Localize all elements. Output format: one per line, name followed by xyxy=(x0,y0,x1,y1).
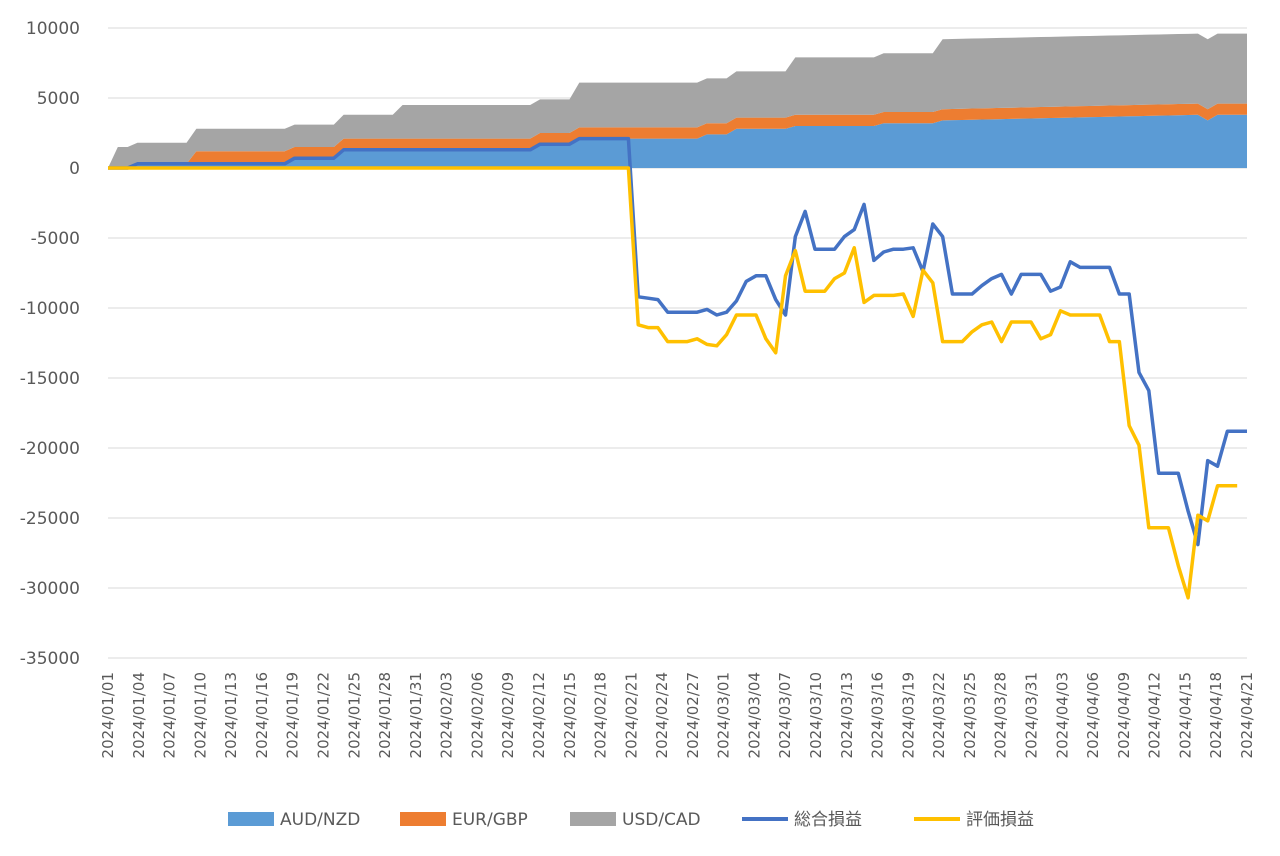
x-tick-label: 2024/01/13 xyxy=(222,672,240,758)
y-tick-label: -20000 xyxy=(20,439,80,459)
area-usd-cad xyxy=(108,33,1247,168)
x-tick-label: 2024/02/24 xyxy=(653,672,671,758)
x-tick-label: 2024/03/28 xyxy=(992,672,1010,758)
x-tick-label: 2024/01/07 xyxy=(161,672,179,758)
legend-swatch xyxy=(228,812,274,826)
legend-label: AUD/NZD xyxy=(280,810,360,830)
x-tick-label: 2024/03/04 xyxy=(745,672,763,758)
x-tick-label: 2024/03/19 xyxy=(899,672,917,758)
line-series-1 xyxy=(108,136,1247,547)
area-aud-nzd xyxy=(108,114,1247,168)
x-tick-label: 2024/03/22 xyxy=(930,672,948,758)
x-tick-label: 2024/02/09 xyxy=(499,672,517,758)
x-tick-label: 2024/03/10 xyxy=(807,672,825,758)
x-tick-label: 2024/02/12 xyxy=(530,672,548,758)
legend-swatch xyxy=(400,812,446,826)
x-tick-label: 2024/01/04 xyxy=(130,672,148,758)
x-tick-label: 2024/01/25 xyxy=(345,672,363,758)
x-tick-label: 2024/01/19 xyxy=(284,672,302,758)
x-tick-label: 2024/01/16 xyxy=(253,672,271,758)
legend-label: 総合損益 xyxy=(794,810,862,830)
legend-label: 評価損益 xyxy=(966,810,1034,830)
x-tick-label: 2024/03/25 xyxy=(961,672,979,758)
x-tick-label: 2024/04/09 xyxy=(1115,672,1133,758)
x-tick-label: 2024/04/18 xyxy=(1207,672,1225,758)
legend-label: EUR/GBP xyxy=(452,810,528,830)
x-tick-label: 2024/02/21 xyxy=(622,672,640,758)
y-tick-label: -10000 xyxy=(20,299,80,319)
x-tick-label: 2024/04/21 xyxy=(1238,672,1256,758)
x-tick-label: 2024/01/01 xyxy=(99,672,117,758)
x-axis-ticks: 2024/01/01 2024/01/04 2024/01/07 2024/01/10… xyxy=(99,672,1256,758)
x-tick-label: 2024/03/31 xyxy=(1023,672,1041,758)
y-tick-label: 5000 xyxy=(37,89,80,109)
line-series xyxy=(108,136,1247,600)
x-tick-label: 2024/04/12 xyxy=(1146,672,1164,758)
x-tick-label: 2024/02/18 xyxy=(592,672,610,758)
legend-swatch xyxy=(570,812,616,826)
y-tick-label: -35000 xyxy=(20,649,80,669)
legend: AUD/NZD EUR/GBP USD/CAD 総合損益 評価損益 xyxy=(228,810,1034,830)
y-tick-label: -15000 xyxy=(20,369,80,389)
x-tick-label: 2024/01/31 xyxy=(407,672,425,758)
y-tick-label: -5000 xyxy=(31,229,80,249)
x-tick-label: 2024/04/06 xyxy=(1084,672,1102,758)
x-tick-label: 2024/04/15 xyxy=(1176,672,1194,758)
y-tick-label: -25000 xyxy=(20,509,80,529)
y-tick-label: 0 xyxy=(69,159,80,179)
x-tick-label: 2024/02/27 xyxy=(684,672,702,758)
x-tick-label: 2024/03/16 xyxy=(869,672,887,758)
x-tick-label: 2024/02/03 xyxy=(438,672,456,758)
y-tick-label: 10000 xyxy=(26,19,80,39)
x-tick-label: 2024/02/15 xyxy=(561,672,579,758)
x-tick-label: 2024/03/07 xyxy=(776,672,794,758)
legend-label: USD/CAD xyxy=(622,810,701,830)
x-tick-label: 2024/01/28 xyxy=(376,672,394,758)
x-tick-label: 2024/01/22 xyxy=(314,672,332,758)
x-tick-label: 2024/04/03 xyxy=(1053,672,1071,758)
y-axis-ticks: 10000 5000 0 -5000 -10000 -15000 -20000 -25000 -… xyxy=(20,19,80,669)
stacked-areas xyxy=(108,33,1247,168)
x-tick-label: 2024/01/10 xyxy=(191,672,209,758)
area-eur-gbp xyxy=(108,103,1247,168)
y-tick-label: -30000 xyxy=(20,579,80,599)
line-series-2 xyxy=(108,166,1238,600)
x-tick-label: 2024/03/13 xyxy=(838,672,856,758)
x-tick-label: 2024/03/01 xyxy=(715,672,733,758)
x-tick-label: 2024/02/06 xyxy=(468,672,486,758)
